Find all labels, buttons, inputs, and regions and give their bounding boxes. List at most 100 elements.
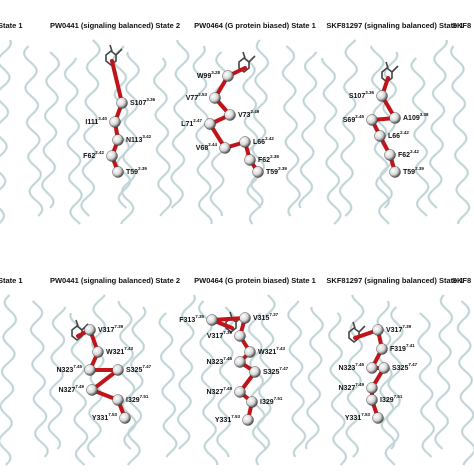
residue-sphere	[112, 394, 124, 406]
helix-edge	[30, 300, 48, 458]
residue-position: 2.47	[193, 118, 202, 123]
residue-sphere	[234, 330, 246, 342]
residue-position: 7.41	[406, 343, 415, 348]
panel-title: PW0441 (signaling balanced) State 2	[50, 21, 180, 30]
helix	[0, 39, 12, 225]
residue-name: N327	[339, 385, 356, 392]
helix	[152, 57, 173, 217]
residue-label: F622.42	[83, 150, 104, 160]
residue-sphere	[389, 112, 401, 124]
helix-edge	[177, 294, 196, 450]
helix	[86, 294, 106, 458]
residue-sphere	[112, 166, 124, 178]
helix	[281, 45, 301, 217]
residue-label: V732.49	[238, 109, 260, 119]
residue-sphere	[372, 324, 384, 336]
residue-position: 2.53	[198, 92, 207, 97]
residue-name: F313	[179, 317, 195, 324]
residue-sphere	[244, 346, 256, 358]
residue-sphere	[384, 149, 396, 161]
residue-sphere	[366, 382, 378, 394]
residue-sphere	[242, 414, 254, 426]
helix-edge	[322, 58, 341, 225]
residue-position: 2.42	[95, 150, 104, 155]
residue-name: V315	[253, 315, 269, 322]
residue-position: 3.40	[98, 116, 107, 121]
residue-label: F3137.35	[179, 314, 204, 324]
residue-name: N323	[57, 367, 74, 374]
helix-edge	[120, 51, 140, 225]
helix	[0, 294, 18, 466]
helix	[417, 312, 436, 458]
residue-sphere	[84, 324, 96, 336]
residue-name: S107	[130, 100, 146, 107]
helix-edge	[249, 39, 269, 225]
residue-sphere	[249, 366, 261, 378]
helix-edge	[48, 306, 66, 450]
residue-position: 7.39	[402, 324, 411, 329]
residue-name: W321	[106, 349, 124, 356]
helix-edge	[171, 39, 189, 209]
residue-sphere	[244, 154, 256, 166]
helix-edge	[87, 294, 106, 458]
residue-sphere	[219, 142, 231, 154]
residue-label: F622.42	[398, 149, 419, 159]
residue-sphere	[224, 109, 236, 121]
residue-name: S325	[392, 365, 408, 372]
helix-edge	[450, 45, 470, 225]
ligand	[238, 51, 256, 74]
helix	[456, 300, 474, 466]
residue-sphere	[119, 412, 131, 424]
helix	[47, 306, 67, 450]
residue-position: 7.51	[394, 394, 403, 399]
residue-sphere	[209, 92, 221, 104]
residue-position: 7.43	[276, 346, 285, 351]
residue-position: 2.44	[208, 142, 217, 147]
helix-edge	[153, 57, 172, 217]
residue-position: 2.42	[410, 149, 419, 154]
panel-title: SKF81297 (signaling balanced) State 1	[326, 21, 463, 30]
residue-position: 2.42	[265, 136, 274, 141]
residue-name: V73	[238, 112, 251, 119]
residue-name: L71	[181, 121, 193, 128]
residue-name: I329	[380, 397, 394, 404]
panel-title: State 1	[0, 21, 23, 30]
residue-position: 7.39	[114, 324, 123, 329]
residue-name: S107	[349, 93, 365, 100]
residue-name: L66	[253, 139, 265, 146]
residue-name: N323	[339, 365, 356, 372]
residue-sphere	[246, 396, 258, 408]
residue-sphere	[372, 412, 384, 424]
residue-name: W321	[258, 349, 276, 356]
residue-name: S69	[343, 117, 356, 124]
residue-name: N327	[207, 389, 224, 396]
residue-name: W99	[197, 73, 212, 80]
helix-edge	[346, 294, 364, 458]
helix	[345, 294, 365, 458]
helix-edge	[418, 312, 435, 458]
residue-sphere	[206, 314, 218, 326]
residue-name: N323	[207, 359, 224, 366]
residue-label: I1113.40	[85, 116, 107, 126]
helix-edge	[457, 300, 474, 466]
residue-position: 7.47	[408, 362, 417, 367]
residue-position: 3.38	[420, 112, 429, 117]
residue-label: I3297.51	[126, 394, 149, 404]
residue-position: 2.39	[138, 166, 147, 171]
helix	[433, 294, 454, 450]
ligand	[105, 44, 123, 67]
residue-label: Y3317.53	[345, 412, 371, 422]
residue-sphere	[234, 356, 246, 368]
helix-edge	[0, 294, 17, 466]
residue-position: 3.36	[146, 97, 155, 102]
residue-sphere	[86, 384, 98, 396]
helix-edge	[385, 306, 403, 466]
residue-name: V317	[98, 327, 114, 334]
residue-label: V772.53	[186, 92, 208, 102]
residue-position: 7.49	[75, 384, 84, 389]
helix-edge	[339, 39, 358, 217]
residue-position: 7.47	[142, 364, 151, 369]
residue-label: T592.39	[126, 166, 147, 176]
residue-label: V3177.39	[98, 324, 124, 334]
residue-name: V317	[386, 327, 402, 334]
